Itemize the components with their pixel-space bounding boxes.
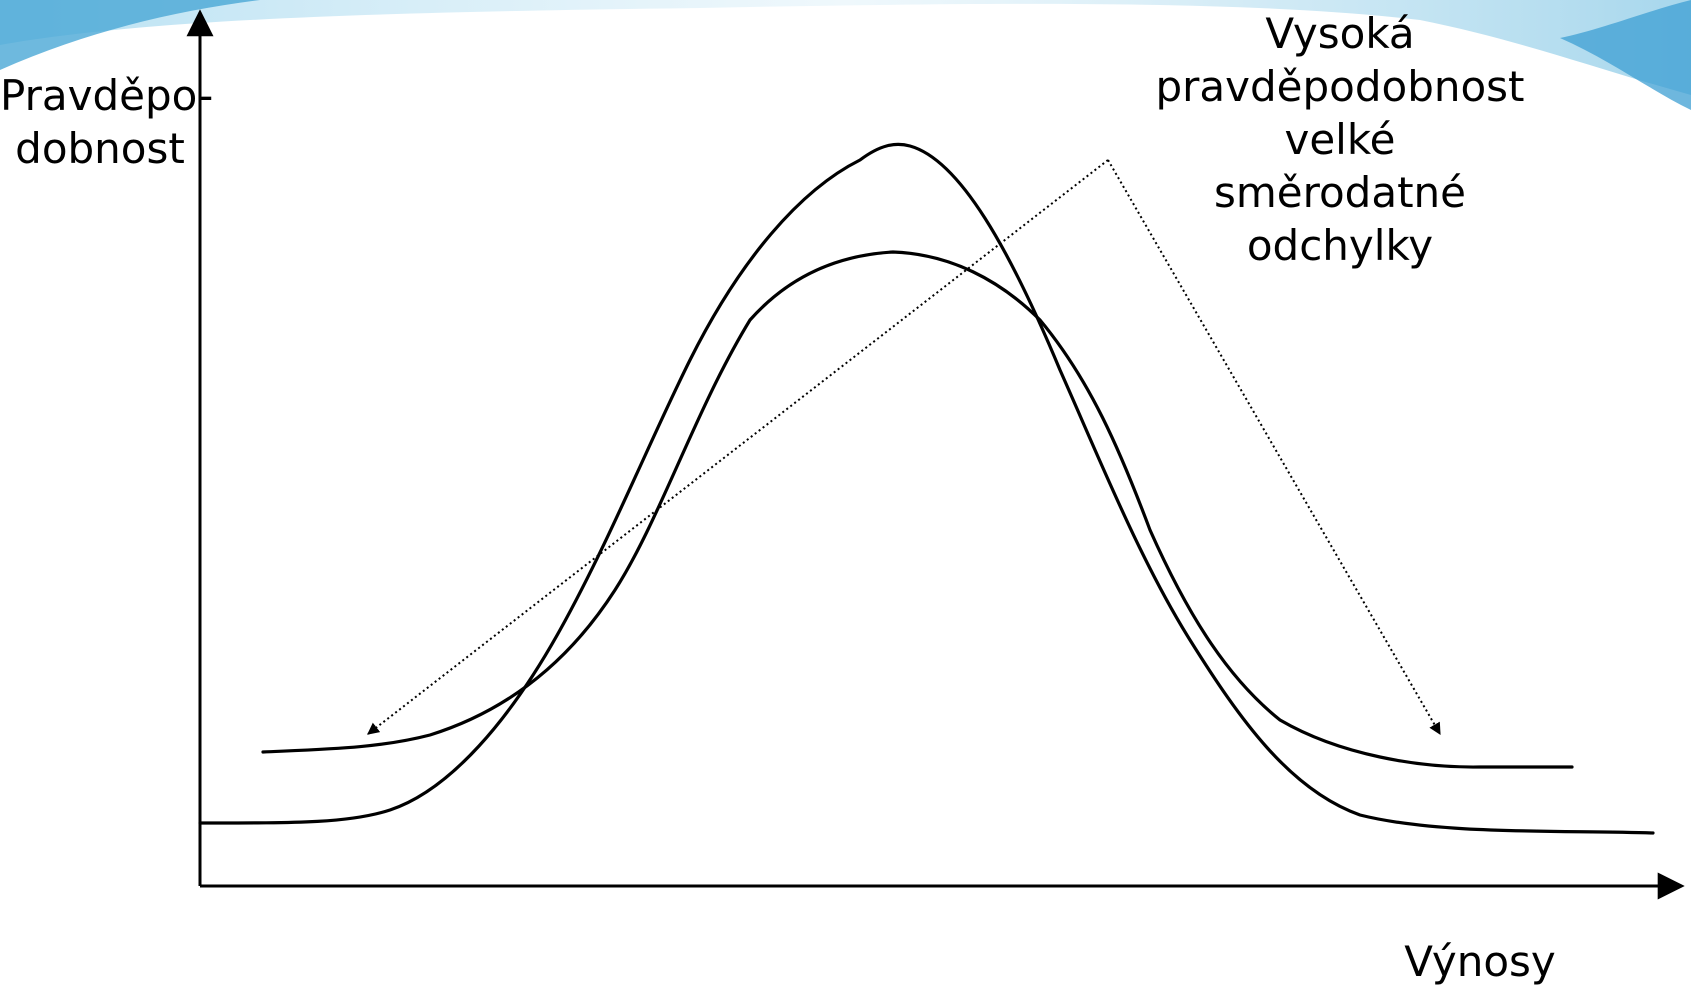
annotation-line-1: Vysoká <box>1265 9 1415 58</box>
annotation-line-4: směrodatné <box>1214 167 1466 217</box>
x-axis-label: Výnosy <box>1404 937 1556 986</box>
arrow-to-left-tail <box>367 159 1109 735</box>
annotation-arrows <box>367 159 1441 736</box>
wide-distribution-curve <box>261 250 1574 769</box>
y-axis-label-line-1: Pravděpo- <box>0 71 214 120</box>
annotation-line-2: pravděpodobnost <box>1155 61 1525 111</box>
annotation-line-3: velké <box>1284 114 1396 164</box>
narrow-distribution-curve <box>198 142 1655 835</box>
banner-wave-decoration <box>0 0 1691 110</box>
annotation-text: Vysoká pravděpodobnost velké směrodatné … <box>1120 8 1560 273</box>
y-axis-label-line-2: dobnost <box>15 123 185 173</box>
y-axis-label: Pravděpo- dobnost <box>0 70 214 176</box>
arrow-to-right-tail <box>1107 159 1441 736</box>
annotation-line-5: odchylky <box>1246 220 1434 270</box>
axes <box>186 9 1685 900</box>
